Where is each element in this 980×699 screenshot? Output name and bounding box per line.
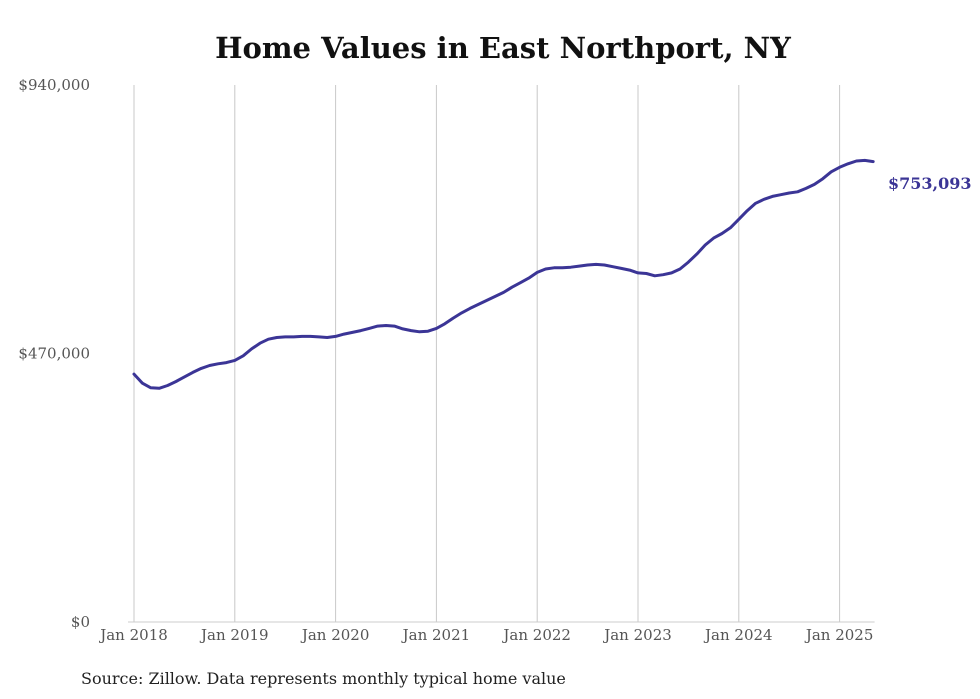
x-tick-label: Jan 2019 xyxy=(199,626,269,644)
gridlines xyxy=(128,85,875,623)
x-tick-label: Jan 2025 xyxy=(804,626,874,644)
x-tick-label: Jan 2020 xyxy=(300,626,370,644)
x-tick-label: Jan 2024 xyxy=(703,626,773,644)
x-tick-label: Jan 2022 xyxy=(501,626,571,644)
x-tick-label: Jan 2018 xyxy=(98,626,168,644)
y-tick-label: $470,000 xyxy=(18,345,90,363)
chart-title: Home Values in East Northport, NY xyxy=(215,31,791,65)
latest-value-label: $753,093 xyxy=(888,174,972,193)
x-tick-label: Jan 2021 xyxy=(401,626,471,644)
y-axis-ticks: $0 $470,000 $940,000 xyxy=(18,76,90,631)
x-tick-label: Jan 2023 xyxy=(602,626,672,644)
x-axis-ticks: Jan 2018 Jan 2019 Jan 2020 Jan 2021 Jan 2022… xyxy=(98,626,873,644)
y-tick-label: $940,000 xyxy=(18,76,90,94)
home-value-line xyxy=(132,158,875,390)
y-tick-label: $0 xyxy=(71,613,90,631)
source-note: Source: Zillow. Data represents monthly … xyxy=(81,669,566,688)
